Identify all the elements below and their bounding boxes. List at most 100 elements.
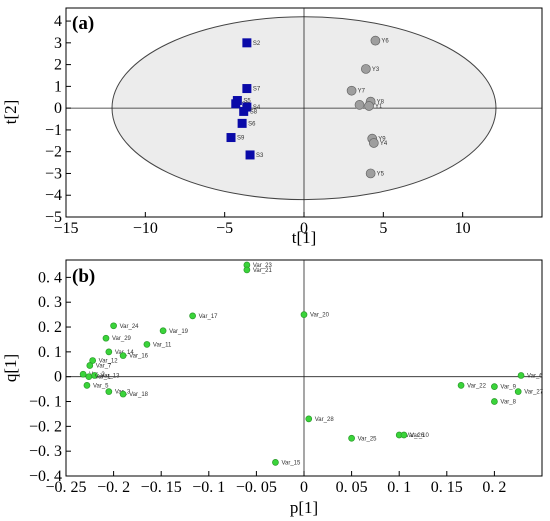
a-x-tick-label: −15 [53,220,78,237]
b-y-tick-label: −0. 3 [29,443,62,460]
a-point-label: Y3 [372,67,380,73]
a-point-label: Y4 [380,141,388,147]
b-point-label: Var_21 [253,268,273,274]
a-point-label: S2 [253,41,261,47]
a-point-label: S9 [237,136,245,142]
a-x-tick-label: 10 [455,220,471,237]
b-point-Var_6 [517,372,525,379]
a-point-S1 [231,99,241,109]
b-point-Var_8 [491,398,498,405]
b-point-Var_5 [83,382,91,389]
b-x-tick-label: 0. 1 [387,479,411,496]
b-point-Var_2 [79,370,87,378]
a-y-tick-label: 4 [54,13,62,30]
b-x-tick-label: −0. 15 [141,479,182,496]
a-y-tick-label: −1 [45,122,62,139]
b-point-label: Var_15 [281,460,301,466]
a-point-label: Y9 [378,137,386,143]
b-point-label: Var_19 [169,329,189,335]
b-point-label: Var_5 [93,383,109,389]
b-point-Var_15 [272,458,279,466]
panel-b-x-axis-label: p[1] [290,498,318,517]
b-y-tick-label: 0. 3 [38,294,62,311]
a-point-label: S6 [248,121,256,127]
b-y-tick-label: −0. 4 [29,468,62,485]
b-point-Var_3 [105,388,113,395]
a-x-tick-label: −10 [133,220,158,237]
b-y-tick-label: −0. 1 [29,394,62,411]
b-x-tick-label: 0 [300,479,308,496]
a-y-tick-label: −4 [45,187,62,204]
b-x-tick-label: 0. 15 [431,479,463,496]
a-y-tick-label: −3 [45,165,62,182]
b-point-label: Var_18 [129,392,149,398]
a-x-tick-label: 0 [300,220,308,237]
b-point-label: Var_17 [199,314,219,320]
a-point-S8 [239,106,249,116]
b-point-Var_11 [143,341,151,348]
b-point-label: Var_8 [500,400,516,406]
b-point-label: Var_6 [527,373,543,379]
a-point-label: Y6 [381,39,389,45]
a-y-tick-label: 1 [54,78,62,95]
b-point-Var_14 [105,348,113,356]
b-y-tick-label: 0. 2 [38,319,62,336]
b-point-label: Var_7 [96,364,112,370]
a-point-label: Y1 [375,104,383,110]
a-x-tick-label: −5 [216,220,233,237]
b-point-label: Var_28 [315,417,335,423]
a-point-label: S5 [243,99,251,105]
a-point-S9 [226,133,236,143]
a-point-Y6 [370,35,381,46]
a-point-S2 [242,38,252,48]
b-x-tick-label: −0. 2 [97,479,130,496]
a-point-S3 [245,150,255,160]
a-point-label: S3 [256,153,264,159]
b-point-Var_9 [491,383,498,390]
a-point-Y3 [361,64,371,74]
a-y-tick-label: 2 [54,57,62,74]
a-y-tick-label: −2 [45,144,62,161]
b-point-label: Var_22 [467,383,487,389]
b-point-label: Var_11 [153,342,172,348]
panel-a-y-axis-label: t[2] [1,100,20,125]
b-x-tick-label: −0. 05 [236,479,277,496]
b-point-Var_25 [348,434,355,442]
b-point-Var_7 [86,362,94,369]
a-x-tick-label: 5 [379,220,387,237]
b-point-Var_12 [89,357,97,364]
b-y-tick-label: 0. 1 [38,344,62,361]
b-point-Var_19 [159,327,167,335]
b-point-label: Var_24 [120,324,140,330]
a-point-Y4 [368,138,379,148]
b-y-tick-label: 0 [54,369,62,386]
b-x-tick-label: −0. 1 [192,479,225,496]
b-point-label: Var_13 [101,373,121,379]
panel-b-y-axis-label: q[1] [1,354,20,382]
a-y-tick-label: 0 [54,100,62,117]
a-point-Y7 [346,85,357,96]
panel-a-label: (a) [72,13,94,34]
b-point-Var_18 [119,390,127,398]
a-point-label: Y7 [358,89,366,95]
b-point-label: Var_27 [524,390,544,396]
a-point-label: S7 [253,87,261,93]
b-point-label: Var_1 [95,375,111,381]
b-y-tick-label: 0. 4 [38,269,62,286]
b-point-label: Var_23 [253,263,273,269]
panel-a-chart: S2S7S5S1S4S8S6S9S3Y6Y3Y7Y8Y2Y1Y9Y4Y5 −15… [1,7,543,247]
a-point-Y1 [364,101,374,111]
b-point-Var_16 [119,352,127,359]
b-point-label: Var_10 [410,433,430,439]
b-point-label: Var_29 [112,336,132,342]
b-point-Var_20 [300,311,308,318]
a-point-S7 [242,84,252,94]
b-point-label: Var_12 [99,359,119,365]
b-point-Var_21 [243,266,251,274]
b-point-Var_22 [457,382,465,389]
a-point-label: Y5 [377,171,385,177]
b-point-Var_29 [102,334,110,342]
b-point-Var_28 [305,415,313,423]
